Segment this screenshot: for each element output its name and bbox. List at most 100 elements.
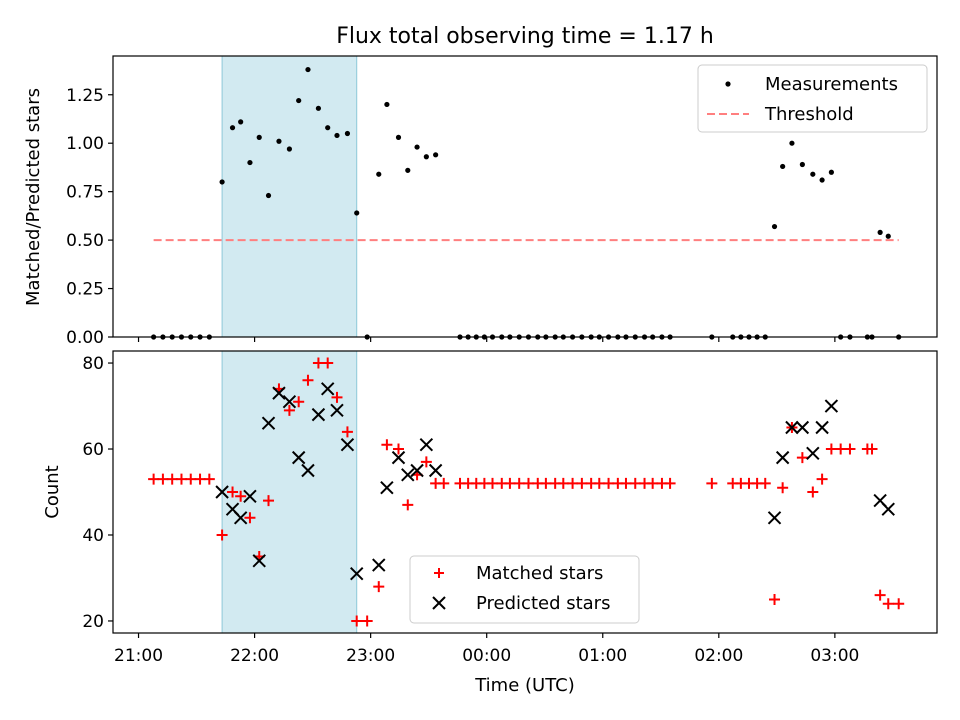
measurement-point [433, 152, 439, 158]
top-y-axis-label: Matched/Predicted stars [23, 88, 44, 306]
predicted-star-point [311, 407, 326, 422]
predicted-star-point [282, 395, 297, 409]
measurement-point [877, 229, 883, 235]
top-legend: Measurements Threshold [697, 64, 928, 133]
bottom-legend-box [409, 555, 640, 624]
measurement-point [334, 132, 340, 139]
measurement-point [354, 210, 360, 216]
matched-star-point [603, 477, 615, 489]
matched-star-point [361, 615, 373, 627]
predicted-star-point [806, 446, 820, 461]
matched-star-point [148, 473, 160, 485]
predicted-star-points [215, 382, 895, 581]
predicted-star-point [243, 489, 257, 504]
matched-star-point [331, 391, 343, 403]
matched-star-point [882, 598, 894, 610]
y-tick-label: 40 [82, 526, 104, 546]
measurement-point [799, 161, 805, 168]
y-tick-label: 0.50 [66, 231, 104, 251]
x-axis-label: Time (UTC) [474, 675, 575, 696]
measurement-point [256, 134, 262, 140]
predicted-star-point [252, 554, 266, 568]
matched-star-point [825, 443, 837, 455]
measurement-point [780, 163, 786, 170]
predicted-star-point [815, 420, 829, 435]
matched-star-point [373, 581, 385, 593]
legend-measurements-label: Measurements [765, 74, 898, 95]
matched-star-point [175, 473, 187, 485]
legend-measurements-marker [725, 81, 731, 87]
matched-star-point [647, 477, 659, 489]
measurement-points [151, 66, 902, 340]
predicted-star-point [767, 511, 782, 525]
x-tick-label: 21:00 [114, 646, 163, 666]
top-shaded-region [221, 55, 358, 338]
matched-star-point [706, 477, 718, 489]
measurement-point [247, 159, 253, 166]
y-tick-label: 0.25 [66, 280, 104, 300]
matched-star-point [381, 439, 393, 451]
measurement-point [286, 146, 293, 152]
top-y-axis: 0.00 0.25 0.50 0.75 1.00 1.25 [66, 86, 113, 348]
legend-predicted-marker [432, 596, 446, 610]
predicted-star-point [261, 416, 276, 430]
matched-star-point [844, 443, 856, 455]
matched-star-point [194, 473, 206, 485]
matched-star-point [629, 477, 641, 489]
measurement-point [423, 154, 429, 160]
matched-star-point [893, 598, 905, 610]
predicted-star-point [775, 450, 790, 465]
top-plot-frame [112, 55, 938, 338]
matched-star-point [216, 529, 228, 541]
top-x-axis-ticks [137, 337, 836, 342]
measurement-point [828, 169, 834, 175]
x-tick-label: 01:00 [578, 646, 627, 666]
matched-star-point [263, 495, 275, 507]
matched-star-point [866, 443, 878, 455]
predicted-star-point [881, 502, 895, 516]
matched-star-point [185, 473, 197, 485]
measurement-point [305, 66, 311, 73]
matched-star-point [874, 589, 886, 601]
matched-star-point [759, 477, 771, 489]
predicted-star-point [272, 386, 286, 400]
measurement-point [376, 171, 382, 177]
measurement-point [344, 130, 351, 137]
measurement-point [229, 125, 236, 131]
matched-star-point [777, 482, 789, 494]
predicted-star-point [301, 463, 315, 478]
matched-star-point [620, 477, 632, 489]
matched-star-point [438, 477, 450, 489]
matched-star-point [244, 512, 256, 524]
measurement-point [885, 233, 891, 239]
matched-star-point [283, 404, 295, 416]
y-tick-label: 80 [82, 354, 104, 374]
x-tick-label: 22:00 [230, 646, 279, 666]
matched-star-point [487, 477, 499, 489]
predicted-star-point [233, 511, 248, 525]
measurement-point [789, 140, 795, 146]
predicted-star-point [391, 450, 406, 465]
measurement-point [414, 144, 420, 150]
predicted-star-point [340, 438, 355, 452]
x-tick-label: 00:00 [462, 646, 511, 666]
legend-predicted-label: Predicted stars [476, 593, 610, 614]
shaded-interval-rect [221, 55, 358, 338]
matched-star-point [322, 357, 334, 369]
matched-star-point [235, 490, 247, 502]
matched-star-point [351, 615, 363, 627]
predicted-star-point [215, 485, 229, 499]
predicted-star-point [380, 480, 394, 495]
legend-matched-marker [434, 568, 444, 578]
y-tick-label: 1.25 [66, 86, 104, 106]
bottom-plot-frame [112, 350, 938, 634]
chart-title: Flux total observing time = 1.17 h [336, 24, 714, 49]
matched-star-point [796, 452, 808, 464]
predicted-star-point [350, 566, 364, 581]
matched-star-point [593, 477, 605, 489]
matched-star-point [540, 477, 552, 489]
matched-star-point [816, 473, 828, 485]
y-tick-label: 0.75 [66, 183, 104, 203]
top-panel: 0.00 0.25 0.50 0.75 1.00 1.25 Matched/Predict… [23, 55, 938, 348]
